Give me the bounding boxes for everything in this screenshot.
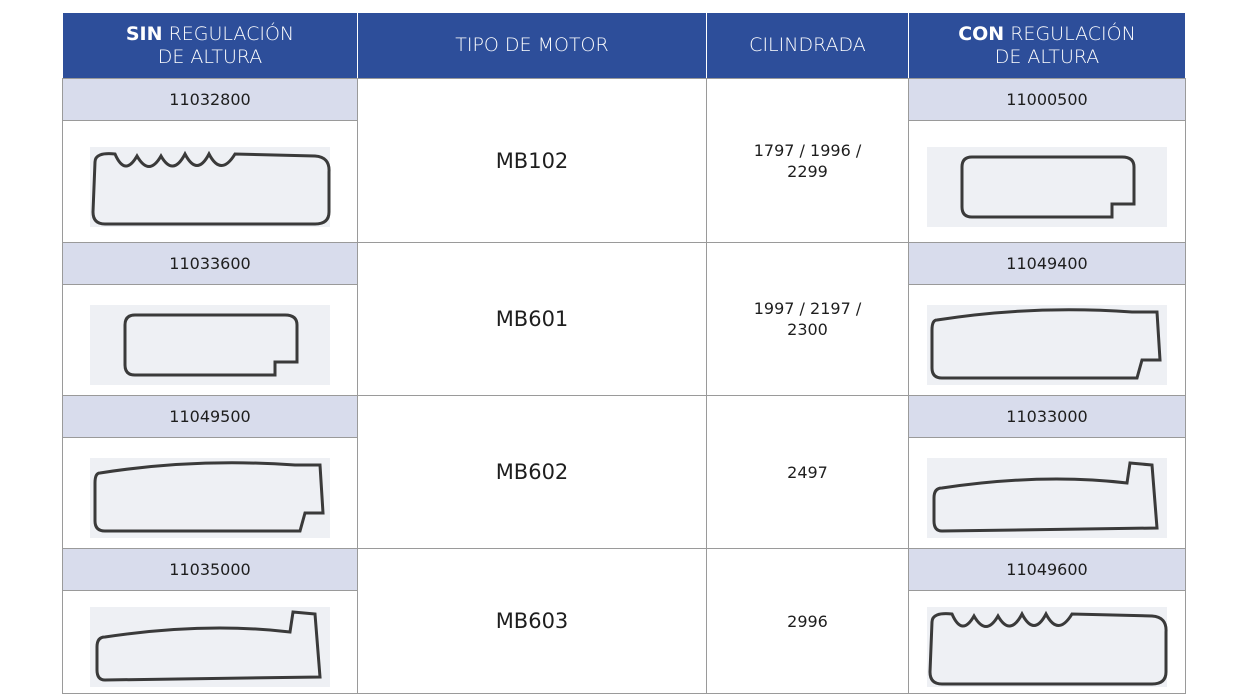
cilindrada-text: 1797 / 1996 / 2299 [753,140,862,181]
header-text: REGULACIÓN DE ALTURA [994,22,1136,68]
header-cell: TIPO DE MOTOR [357,12,707,79]
cilindrada-text: 1997 / 2197 / 2300 [753,299,862,339]
part-code-text: 11032800 [169,90,251,109]
header-text: CILINDRADA [749,34,866,56]
motor-text: MB601 [495,307,569,331]
cilindrada-cell: 2996 [706,548,909,694]
header-cell: CILINDRADA [706,12,909,79]
part-code: 11000500 [908,78,1186,121]
gasket-image [90,305,330,385]
part-code-text: 11049400 [1006,254,1088,273]
part-code-text: 11000500 [1006,90,1088,109]
part-code: 11035000 [62,548,358,591]
header-bold: SIN [125,22,163,45]
image-cell [908,437,1186,549]
part-code-text: 11049600 [1006,560,1088,579]
gasket-image [90,458,330,538]
image-cell [62,284,358,396]
gasket-image [927,305,1167,385]
part-code-text: 11049500 [169,407,251,426]
part-code-text: 11035000 [169,560,251,579]
header-cell: SIN REGULACIÓN DE ALTURA [62,12,358,79]
header-text: TIPO DE MOTOR [455,34,609,56]
cilindrada-cell: 1997 / 2197 / 2300 [706,242,909,396]
part-code: 11049600 [908,548,1186,591]
gasket-image [90,146,331,227]
part-code: 11049500 [62,395,358,438]
gasket-image [927,146,1167,227]
part-code: 11032800 [62,78,358,121]
part-code-text: 11033600 [169,254,251,273]
part-code: 11033000 [908,395,1186,438]
part-code: 11049400 [908,242,1186,285]
header-cell: CON REGULACIÓN DE ALTURA [908,12,1186,79]
cilindrada-cell: 2497 [706,395,909,549]
image-cell [62,120,358,243]
header-bold: CON [958,22,1005,45]
cilindrada-cell: 1797 / 1996 / 2299 [706,78,909,243]
part-code: 11033600 [62,242,358,285]
gasket-image [927,458,1167,538]
part-code-text: 11033000 [1006,407,1088,426]
cilindrada-text: 2497 [787,462,828,482]
motor-text: MB602 [495,460,569,484]
image-cell [908,590,1186,694]
motor-text: MB603 [495,609,569,633]
motor-cell: MB603 [357,548,707,694]
motor-text: MB102 [495,148,569,173]
image-cell [908,120,1186,243]
gasket-image [90,607,330,687]
header-text: REGULACIÓN DE ALTURA [157,22,295,68]
image-cell [62,590,358,694]
image-cell [908,284,1186,396]
motor-cell: MB602 [357,395,707,549]
image-cell [62,437,358,549]
cilindrada-text: 2996 [787,611,828,631]
motor-cell: MB102 [357,78,707,243]
gasket-image [927,607,1168,687]
motor-cell: MB601 [357,242,707,396]
